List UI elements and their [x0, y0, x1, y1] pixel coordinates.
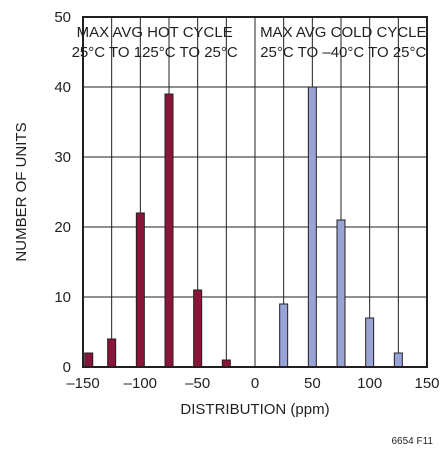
bar-series-2	[393, 352, 403, 368]
series-annotation: 25°C TO –40°C TO 25°C	[260, 44, 426, 61]
bar-series-2	[365, 317, 375, 368]
x-tick-label: –100	[124, 375, 157, 392]
x-tick-label: 100	[357, 375, 382, 392]
x-tick-label: 50	[304, 375, 321, 392]
bar-series-1	[84, 352, 94, 368]
x-tick-label: 150	[414, 375, 439, 392]
tick-labels: –150 –100 –50 0 50 100 150 0 10 20 30 40 50	[54, 9, 439, 392]
series-annotation: MAX AVG COLD CYCLE	[260, 24, 426, 41]
y-axis-label: NUMBER OF UNITS	[13, 122, 30, 261]
x-tick-label: –150	[66, 375, 99, 392]
y-tick-label: 20	[54, 219, 71, 236]
figure-id: 6654 F11	[391, 436, 433, 447]
x-tick-label: –50	[185, 375, 210, 392]
series-annotation: MAX AVG HOT CYCLE	[77, 24, 233, 41]
y-tick-label: 50	[54, 9, 71, 26]
bar-series-1	[164, 93, 174, 368]
x-axis-label: DISTRIBUTION (ppm)	[180, 401, 329, 418]
plot-frame	[82, 16, 428, 368]
bar-series-2	[307, 86, 317, 368]
annotations: MAX AVG HOT CYCLE 25°C TO 125°C TO 25°C MA…	[72, 24, 427, 61]
bars	[84, 86, 403, 368]
y-tick-label: 30	[54, 149, 71, 166]
bar-series-1	[193, 289, 203, 368]
series-annotation: 25°C TO 125°C TO 25°C	[72, 44, 238, 61]
bar-series-2	[279, 303, 289, 368]
x-tick-label: 0	[251, 375, 259, 392]
bar-series-1	[221, 359, 231, 368]
bar-series-1	[107, 338, 117, 368]
bar-series-1	[135, 212, 145, 368]
bar-series-2	[336, 219, 346, 368]
y-tick-label: 0	[63, 359, 71, 376]
y-tick-label: 10	[54, 289, 71, 306]
grid	[83, 17, 427, 367]
y-tick-label: 40	[54, 79, 71, 96]
